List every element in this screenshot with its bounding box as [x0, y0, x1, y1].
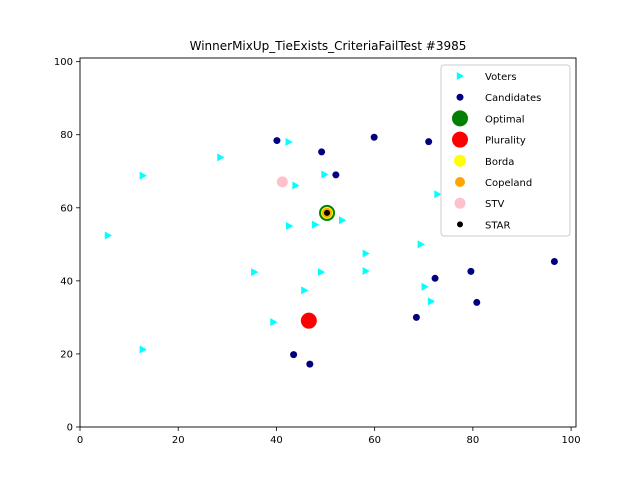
candidates-point — [550, 257, 558, 265]
candidates-point — [290, 351, 298, 359]
voters-point — [417, 240, 425, 249]
legend-label: Candidates — [485, 93, 541, 104]
legend-label: Borda — [485, 157, 514, 168]
voters-point — [217, 153, 225, 162]
candidates-point — [473, 298, 481, 306]
voters-point — [427, 297, 436, 306]
plot-marks — [104, 133, 558, 368]
legend-item: Voters — [456, 72, 517, 83]
legend-item: Copeland — [455, 177, 532, 189]
legend-marker — [454, 154, 466, 167]
legend-item: Optimal — [452, 110, 525, 127]
legend-marker — [457, 221, 463, 228]
legend-marker — [456, 72, 464, 80]
series-plurality — [300, 312, 317, 329]
voters-point — [339, 216, 347, 225]
legend-marker — [455, 177, 465, 187]
legend-marker — [454, 197, 466, 209]
y-tick-label: 80 — [60, 130, 73, 141]
voters-point — [104, 231, 112, 240]
candidates-point — [318, 148, 326, 156]
y-tick-label: 40 — [60, 276, 73, 287]
voters-point — [270, 318, 278, 327]
stv-point — [276, 176, 288, 188]
legend-box — [440, 64, 571, 237]
legend-marker — [452, 110, 468, 127]
legend-item: Candidates — [456, 93, 541, 104]
voters-point — [139, 345, 147, 354]
y-tick-label: 20 — [60, 349, 73, 360]
legend-label: Copeland — [485, 178, 532, 189]
legend: Voters Candidates Optimal Plurality Borda Cop… — [440, 64, 571, 237]
plot-frame — [79, 57, 577, 428]
plurality-point — [300, 312, 317, 329]
legend-label: Optimal — [485, 114, 525, 125]
voters-point — [312, 220, 320, 229]
series-candidates — [273, 133, 558, 368]
voters-point — [362, 249, 370, 258]
voters-point — [362, 266, 370, 275]
legend-label: Plurality — [485, 136, 526, 147]
voters-point — [292, 181, 300, 190]
x-tick-label: 100 — [562, 435, 581, 446]
x-tick-label: 0 — [77, 435, 83, 446]
x-tick-label: 60 — [368, 435, 381, 446]
y-tick-label: 100 — [54, 57, 73, 68]
legend-marker — [456, 93, 464, 101]
series-voters — [104, 138, 442, 354]
series-stv — [276, 176, 288, 188]
candidates-point — [370, 133, 378, 141]
voters-point — [286, 222, 294, 231]
legend-label: STAR — [485, 220, 511, 231]
x-tick-label: 80 — [467, 435, 480, 446]
chart-title: WinnerMixUp_TieExists_CriteriaFailTest #… — [190, 39, 467, 53]
y-axis: 0 20 40 60 80 100 — [54, 57, 80, 434]
legend-marker — [452, 131, 468, 148]
x-tick-label: 20 — [172, 435, 185, 446]
x-tick-label: 40 — [270, 435, 283, 446]
legend-label: STV — [485, 199, 504, 210]
voters-point — [434, 190, 442, 199]
voters-point — [321, 170, 329, 179]
voters-point — [139, 171, 147, 180]
candidates-point — [306, 360, 314, 368]
candidates-point — [431, 274, 439, 282]
voters-point — [317, 268, 326, 277]
voters-point — [285, 138, 293, 147]
star-point — [324, 209, 331, 216]
candidates-point — [467, 267, 475, 275]
series-star — [324, 209, 331, 216]
legend-item: Borda — [454, 154, 514, 168]
voters-point — [301, 286, 309, 295]
legend-label: Voters — [485, 72, 517, 83]
y-tick-label: 60 — [60, 203, 73, 214]
voters-point — [421, 282, 429, 291]
candidates-point — [412, 313, 420, 321]
legend-item: STAR — [457, 220, 511, 231]
y-tick-label: 0 — [67, 423, 73, 434]
voters-point — [251, 268, 259, 277]
candidates-point — [332, 171, 340, 179]
legend-item: Plurality — [452, 131, 526, 148]
candidates-point — [425, 138, 433, 146]
x-axis: 0 20 40 60 80 100 — [77, 427, 581, 446]
legend-item: STV — [454, 197, 504, 210]
candidates-point — [273, 137, 281, 145]
